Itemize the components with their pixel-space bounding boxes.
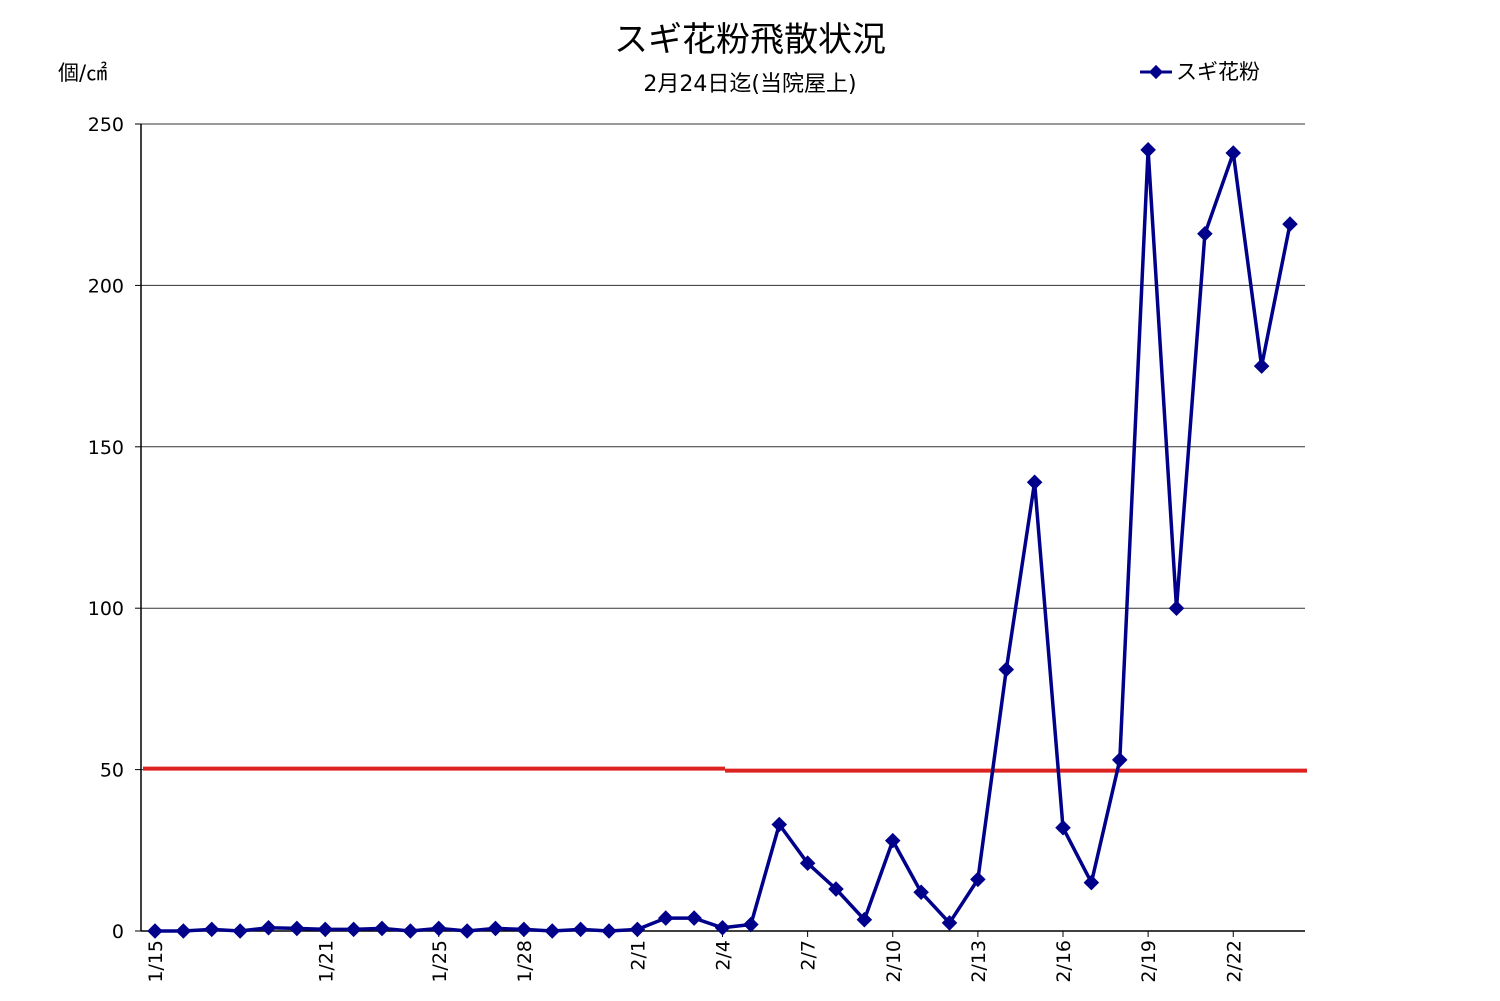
data-point [203, 921, 220, 938]
data-point [970, 871, 986, 888]
x-tick-label: 2/1 [627, 940, 649, 971]
data-point [430, 920, 447, 937]
data-point [601, 923, 617, 939]
x-tick-label: 2/13 [968, 940, 990, 983]
data-point [743, 916, 759, 933]
data-point [289, 920, 305, 937]
data-point [1225, 145, 1242, 161]
y-tick-label: 250 [88, 114, 124, 136]
y-tick-label: 150 [88, 437, 124, 459]
data-point [1055, 819, 1071, 836]
x-tick-label: 1/15 [145, 940, 167, 983]
chart-title: スギ花粉飛散状況 [614, 20, 886, 60]
series-group [147, 142, 1298, 939]
data-point [686, 910, 702, 926]
y-tick-label: 0 [112, 921, 124, 943]
data-point [1197, 225, 1213, 242]
data-point [629, 921, 646, 938]
data-point [317, 921, 334, 938]
data-point [799, 855, 816, 871]
legend: スギ花粉 [1140, 60, 1260, 84]
data-point [1111, 752, 1128, 768]
x-tick-label: 1/25 [429, 940, 451, 983]
y-axis-unit-label: 個/㎠ [58, 61, 107, 85]
x-tick-label: 2/10 [883, 940, 905, 983]
y-tick-label: 200 [88, 275, 124, 297]
data-point [572, 921, 589, 938]
x-tick-label: 2/19 [1138, 940, 1160, 983]
data-point [1026, 474, 1043, 491]
data-point [771, 816, 788, 833]
legend-marker-icon [1148, 64, 1164, 80]
x-tick-label: 2/4 [713, 940, 735, 971]
data-point [1168, 600, 1185, 616]
y-axis-ticks: 0 50 100 150 200 250 [88, 114, 141, 943]
data-point [1282, 216, 1298, 232]
gridlines [141, 123, 1305, 771]
data-point [657, 910, 674, 926]
series-line [155, 148, 1292, 933]
data-point [828, 881, 844, 897]
x-tick-label: 1/21 [315, 940, 337, 983]
data-point [374, 920, 390, 937]
chart-subtitle: 2月24日迄(当院屋上) [643, 72, 856, 97]
data-point [1140, 142, 1156, 158]
data-point [516, 921, 532, 938]
data-point [345, 921, 362, 938]
data-point [147, 923, 163, 939]
data-point [714, 919, 731, 936]
data-point [941, 915, 958, 931]
x-tick-label: 1/28 [514, 940, 536, 983]
data-point [1253, 358, 1270, 374]
legend-label: スギ花粉 [1176, 60, 1260, 84]
x-axis-ticks: 1/15 1/21 1/25 1/28 2/1 2/4 2/7 2/10 2/13 2/16 2/1… [145, 931, 1245, 983]
data-point [260, 919, 277, 936]
data-point [884, 832, 901, 849]
data-point [998, 661, 1015, 678]
data-point [459, 923, 475, 939]
data-point [913, 884, 929, 901]
data-point [487, 920, 504, 937]
data-point [402, 923, 419, 939]
data-point [175, 923, 192, 939]
data-point [1083, 874, 1100, 891]
y-tick-label: 100 [88, 598, 124, 620]
data-point [856, 911, 873, 928]
reference-line-group [143, 766, 1307, 773]
x-tick-label: 2/22 [1223, 940, 1245, 983]
x-tick-label: 2/7 [798, 940, 820, 971]
y-tick-label: 50 [100, 760, 124, 782]
data-point [544, 923, 561, 939]
data-point [232, 923, 248, 939]
x-tick-label: 2/16 [1053, 940, 1075, 983]
